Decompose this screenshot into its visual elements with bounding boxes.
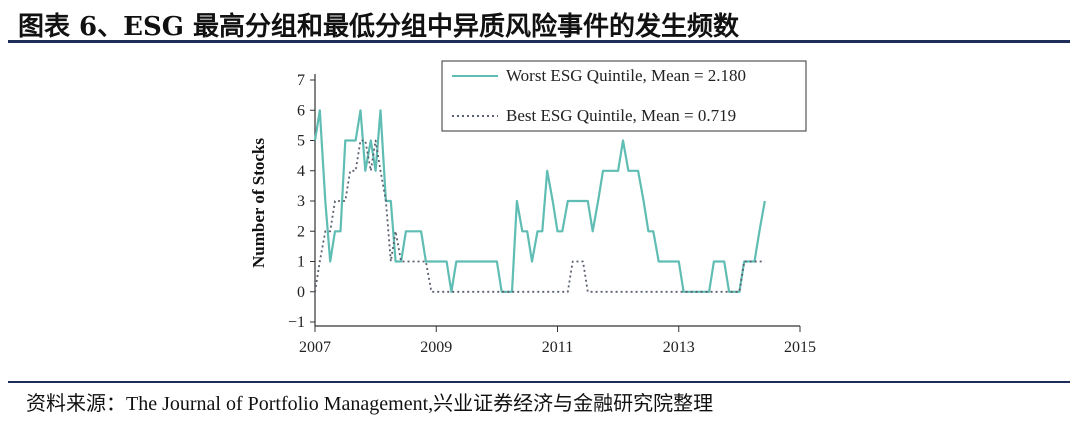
y-axis-title: Number of Stocks [249,138,268,268]
y-tick-label: 2 [297,223,305,240]
y-tick-label: 0 [297,284,305,301]
figure-title: 图表 6、ESG 最高分组和最低分组中异质风险事件的发生频数 [18,12,739,42]
line-chart: 7 6 5 4 3 2 1 0 −1 2007 2009 2011 2013 2015 Number of… [249,60,816,356]
axes-layer: 7 6 5 4 3 2 1 0 −1 2007 2009 2011 2013 2015 [288,72,816,356]
chart-legend: Worst ESG Quintile, Mean = 2.180 Best ES… [441,60,807,132]
series-line-best-esg [314,139,765,293]
y-tick-label: 5 [297,133,305,150]
legend-label-best: Best ESG Quintile, Mean = 0.719 [506,106,736,125]
title-underline [8,40,1070,43]
y-tick-label: 3 [297,193,305,210]
x-tick-label: 2007 [299,339,331,356]
y-tick-label: 7 [297,72,305,89]
x-tick-label: 2009 [420,339,452,356]
x-tick-label: 2011 [542,339,573,356]
x-tick-label: 2013 [663,339,695,356]
source-divider [8,381,1070,383]
legend-box [441,60,807,132]
x-tick-label: 2015 [784,339,816,356]
series-line-worst-esg [313,109,766,293]
y-tick-label: −1 [288,314,305,331]
series-layer [313,109,766,293]
source-note: 资料来源：The Journal of Portfolio Management… [26,393,714,415]
y-tick-label: 1 [297,254,305,271]
y-tick-label: 4 [297,163,305,180]
y-tick-label: 6 [297,102,305,119]
legend-label-worst: Worst ESG Quintile, Mean = 2.180 [506,66,746,85]
